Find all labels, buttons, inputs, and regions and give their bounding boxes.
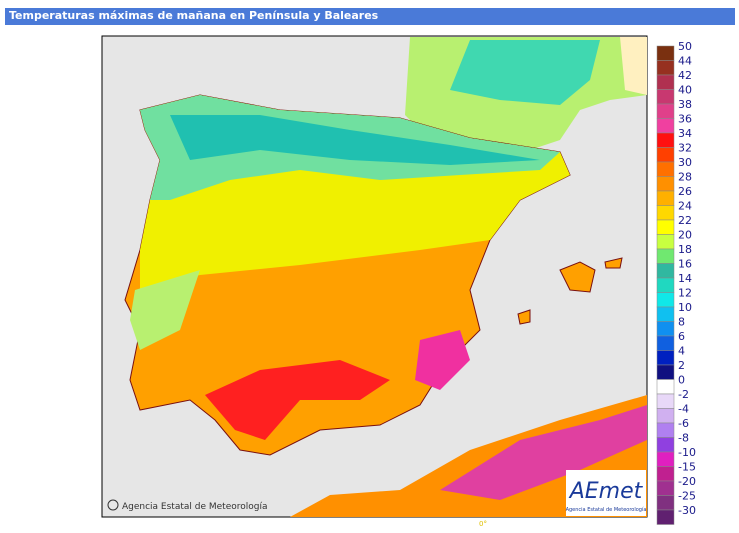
legend-swatch [656,45,675,61]
legend-swatch [656,74,675,90]
legend-swatch [656,176,675,192]
legend-label: 16 [678,258,692,271]
legend-label: 50 [678,40,692,53]
copyright-icon [107,499,119,511]
legend-swatch [656,364,675,380]
legend-swatch [656,480,675,496]
ibiza [517,309,531,325]
legend-label: 36 [678,113,692,126]
legend-label: 28 [678,171,692,184]
logo-box [566,470,646,516]
logo-name: AEmet [568,479,644,504]
legend-swatch [656,466,675,482]
legend-label: 26 [678,185,692,198]
legend-label: -2 [678,388,689,401]
legend-swatch [656,393,675,409]
legend-swatch [656,103,675,119]
legend-swatch [656,292,675,308]
portugal-coast [130,270,200,350]
legend-label: 32 [678,142,692,155]
legend-swatch [656,205,675,221]
legend-swatch [656,451,675,467]
legend-label: -4 [678,403,689,416]
legend-swatch [656,422,675,438]
legend-label: -25 [678,490,696,503]
legend-swatch [656,408,675,424]
legend-swatch [656,248,675,264]
legend-swatch [656,437,675,453]
legend-swatch [656,132,675,148]
guadalquivir-hot [205,360,390,440]
africa [290,395,647,517]
legend-swatch [656,147,675,163]
legend-label: 0 [678,374,685,387]
title-bar: Temperaturas máximas de mañana en Peníns… [5,8,735,24]
atlas-hot [440,405,647,500]
title: Temperaturas máximas de mañana en Peníns… [9,9,379,22]
legend-label: -20 [678,475,696,488]
legend-label: 44 [678,55,692,68]
legend-swatch [656,495,675,511]
legend-label: 12 [678,287,692,300]
legend-swatch [656,263,675,279]
legend-label: 20 [678,229,692,242]
legend-label: 22 [678,214,692,227]
menorca [604,257,623,269]
legend-swatch [656,118,675,134]
france-cool [450,40,600,105]
legend-label: 42 [678,69,692,82]
legend-label: 38 [678,98,692,111]
rule [5,24,735,25]
mallorca [559,261,596,293]
legend-label: 40 [678,84,692,97]
legend-label: -10 [678,446,696,459]
legend-label: 14 [678,272,692,285]
legend-label: -30 [678,504,696,517]
legend-label: -8 [678,432,689,445]
legend-swatch [656,60,675,76]
legend-label: 30 [678,156,692,169]
legend-swatch [656,379,675,395]
legend-label: 10 [678,301,692,314]
legend-label: 4 [678,345,685,358]
logo-subtitle: Agencia Estatal de Meteorología [566,506,647,513]
legend-swatch [656,350,675,366]
legend-swatch [656,161,675,177]
legend-swatch [656,509,675,525]
legend-swatch [656,219,675,235]
cantabria [170,115,540,165]
legend-swatch [656,190,675,206]
legend-swatch [656,234,675,250]
legend-label: 24 [678,200,692,213]
legend-label: -6 [678,417,689,430]
legend-label: 18 [678,243,692,256]
legend-label: -15 [678,461,696,474]
legend: 5044424038363432302826242220181614121086… [656,40,696,525]
legend-swatch [656,321,675,337]
meridian-label: 0° [479,520,487,528]
legend-label: 8 [678,316,685,329]
legend-label: 6 [678,330,685,343]
corsica-area [620,37,647,95]
legend-swatch [656,89,675,105]
murcia-hot [415,330,470,390]
credit: Agencia Estatal de Meteorología [122,502,268,512]
legend-swatch [656,335,675,351]
legend-label: 34 [678,127,692,140]
legend-swatch [656,306,675,322]
legend-swatch [656,277,675,293]
legend-label: 2 [678,359,685,372]
